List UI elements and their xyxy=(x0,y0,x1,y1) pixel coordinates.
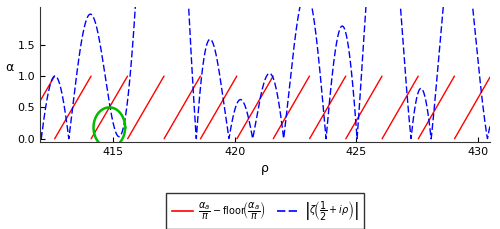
X-axis label: ρ: ρ xyxy=(261,162,269,175)
Legend: $\dfrac{\alpha_a}{\pi}-\mathrm{floor}\!\left(\dfrac{\alpha_a}{\pi}\right)$, $\le: $\dfrac{\alpha_a}{\pi}-\mathrm{floor}\!\… xyxy=(166,193,364,229)
Y-axis label: α: α xyxy=(5,61,14,74)
